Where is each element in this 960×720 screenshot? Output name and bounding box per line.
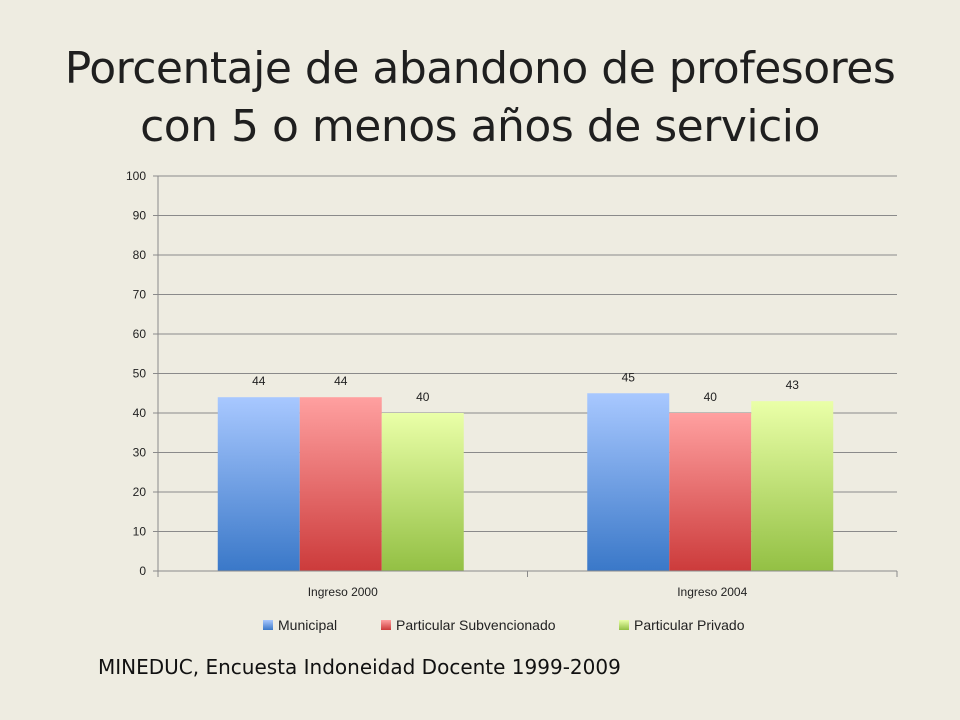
source-note: MINEDUC, Encuesta Indoneidad Docente 199… <box>98 655 621 679</box>
y-tick-label: 60 <box>133 327 147 341</box>
data-labels: 44 44 40 45 40 43 <box>252 370 799 404</box>
data-label: 43 <box>786 378 800 392</box>
y-tick-label: 100 <box>126 169 146 183</box>
bar <box>669 413 752 571</box>
legend-label: Particular Privado <box>634 617 745 633</box>
y-tick-label: 80 <box>133 248 147 262</box>
title-line-1: Porcentaje de abandono de profesores <box>64 43 896 94</box>
data-label: 40 <box>416 390 430 404</box>
x-axis-categories: Ingreso 2000 Ingreso 2004 <box>308 585 748 599</box>
legend-swatch <box>381 620 391 630</box>
y-tick-label: 70 <box>133 288 147 302</box>
bar <box>381 413 464 571</box>
x-category-label: Ingreso 2000 <box>308 585 378 599</box>
y-tick-label: 10 <box>133 525 147 539</box>
data-label: 45 <box>622 370 636 384</box>
legend-label: Municipal <box>278 617 337 633</box>
bar <box>751 401 834 571</box>
y-tick-label: 40 <box>133 406 147 420</box>
bars <box>217 393 834 571</box>
x-category-label: Ingreso 2004 <box>677 585 747 599</box>
title-line-2: con 5 o menos años de servicio <box>140 101 820 152</box>
y-axis-ticks: 0 10 20 30 40 50 60 70 80 90 100 <box>126 169 158 578</box>
data-label: 44 <box>252 374 266 388</box>
legend: Municipal Particular Subvencionado Particu… <box>263 617 745 633</box>
legend-swatch <box>619 620 629 630</box>
slide-title: Porcentaje de abandono de profesores con… <box>0 40 960 156</box>
bar <box>299 397 382 571</box>
legend-swatch <box>263 620 273 630</box>
y-tick-label: 90 <box>133 209 147 223</box>
y-tick-label: 0 <box>139 564 146 578</box>
y-tick-label: 50 <box>133 367 147 381</box>
bar <box>587 393 670 571</box>
y-tick-label: 20 <box>133 485 147 499</box>
y-tick-label: 30 <box>133 446 147 460</box>
data-label: 44 <box>334 374 348 388</box>
legend-label: Particular Subvencionado <box>396 617 556 633</box>
data-label: 40 <box>704 390 718 404</box>
axes <box>157 176 898 577</box>
bar <box>217 397 300 571</box>
